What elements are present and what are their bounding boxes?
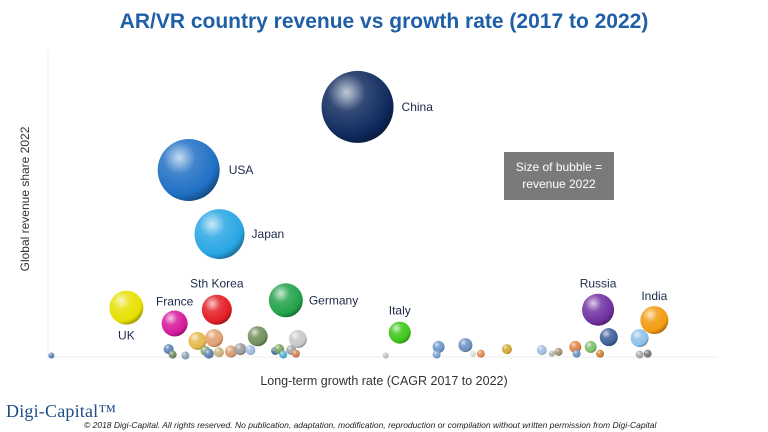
x-axis-label: Long-term growth rate (CAGR 2017 to 2022… [260,374,508,388]
minor-bubble [596,349,605,358]
minor-bubble [458,338,473,353]
label-japan: Japan [252,227,285,241]
minor-bubble [181,351,190,360]
label-usa: USA [229,163,254,177]
minor-bubble [213,347,224,358]
minor-bubble [382,352,389,359]
minor-bubble [572,349,581,358]
bubble-italy [388,321,411,344]
bubble-japan [194,209,245,260]
minor-bubble [630,329,649,348]
minor-bubble [548,350,555,357]
label-sth-korea: Sth Korea [190,277,244,291]
minor-bubble [291,349,300,358]
label-france: France [156,294,194,308]
minor-bubble [168,350,177,359]
label-uk: UK [118,329,135,343]
minor-bubble [203,348,214,359]
bubble-china [321,70,394,143]
minor-bubble [569,340,582,353]
minor-bubble [599,328,618,347]
label-india: India [641,289,667,303]
label-italy: Italy [389,304,411,318]
bubble-size-note: Size of bubble = revenue 2022 [504,152,614,200]
minor-bubble [188,331,207,350]
minor-bubble [205,329,224,348]
minor-bubble [643,349,652,358]
minor-bubble [234,343,247,356]
minor-bubble [432,340,445,353]
minor-bubble [554,347,563,356]
bubble-russia [582,293,615,326]
minor-bubble [501,344,512,355]
minor-bubble [245,344,256,355]
label-russia: Russia [580,277,617,291]
minor-bubble [432,350,441,359]
bubble-india [640,306,669,335]
minor-bubble [288,330,307,349]
minor-bubble [48,352,55,359]
bubble-france [161,310,188,337]
bubble-sth-korea [201,294,232,325]
minor-bubble [584,340,597,353]
bubble-uk [109,290,144,325]
chart-title: AR/VR country revenue vs growth rate (20… [119,10,649,33]
bubble-usa [157,139,220,202]
minor-bubble [476,349,485,358]
copyright-notice: © 2018 Digi-Capital. All rights reserved… [84,420,657,430]
bubble-germany [268,283,303,318]
minor-bubble [247,326,268,347]
label-germany: Germany [309,293,358,307]
minor-bubble [635,350,644,359]
minor-bubble [224,345,237,358]
label-china: China [402,100,434,114]
minor-bubble [536,344,547,355]
minor-bubble [279,350,288,359]
digi-capital-logo: Digi-Capital™ [6,401,117,421]
minor-bubble [469,350,476,357]
